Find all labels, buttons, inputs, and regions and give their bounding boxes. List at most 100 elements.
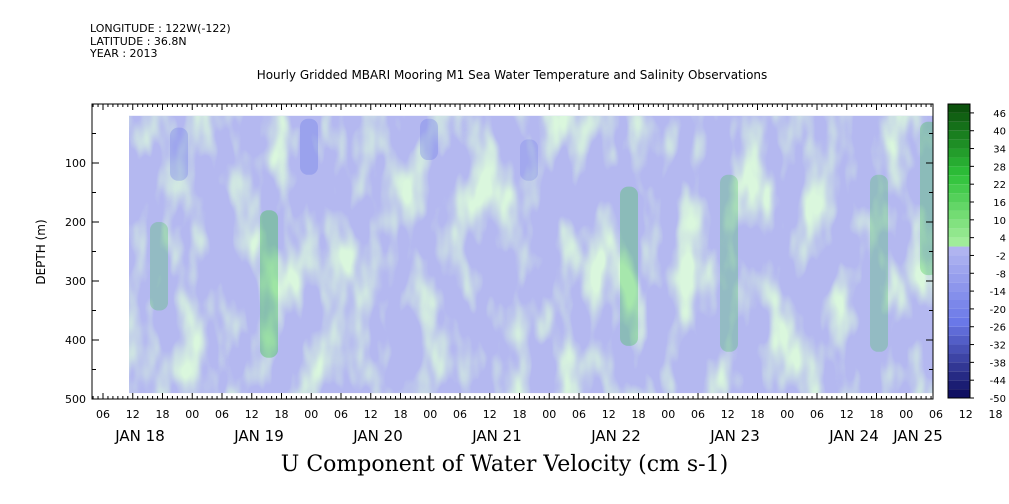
colorbar-segment [948, 264, 970, 274]
x-hour-labels: 06 12 18 00 06 12 18 00 06 12 18 00 06 12 18 00 06 12 18 00… [96, 408, 1003, 421]
colorbar-segment [948, 246, 970, 256]
x-hour-label: 06 [691, 408, 705, 421]
colorbar-label: 34 [993, 145, 1006, 156]
colorbar-segment [948, 166, 970, 176]
heatmap-band [150, 222, 168, 311]
y-tick-labels: 100 200 300 400 500 [65, 157, 86, 406]
colorbar-label: 46 [993, 109, 1006, 120]
x-hour-label: 12 [245, 408, 259, 421]
colorbar-segment [948, 148, 970, 158]
heatmap-field [129, 115, 933, 394]
colorbar-label: 40 [993, 127, 1006, 138]
x-hour-label: 18 [989, 408, 1003, 421]
x-day-label: JAN 25 [892, 427, 943, 445]
colorbar-label: -32 [990, 341, 1006, 352]
x-day-label: JAN 22 [590, 427, 641, 445]
heatmap-band [620, 186, 638, 346]
colorbar-segment [948, 139, 970, 149]
colorbar-segment [948, 335, 970, 345]
colorbar-segment [948, 300, 970, 309]
heatmap-band [170, 127, 188, 181]
axis-ticks [92, 103, 933, 400]
colorbar-segment [948, 193, 970, 202]
y-tick-label: 200 [65, 216, 86, 229]
x-hour-label: 12 [721, 408, 735, 421]
colorbar-segment [948, 228, 970, 238]
x-hour-label: 06 [215, 408, 229, 421]
colorbar-segment [948, 353, 970, 363]
colorbar-label: -8 [996, 269, 1006, 280]
colorbar-segment [948, 371, 970, 381]
colorbar-label: -2 [996, 251, 1006, 262]
colorbar-segment [948, 326, 970, 336]
x-day-label: JAN 19 [233, 427, 284, 445]
colorbar-label: -38 [990, 358, 1006, 369]
x-hour-label: 00 [185, 408, 199, 421]
x-hour-label: 12 [126, 408, 140, 421]
colorbar-label: -20 [990, 305, 1006, 316]
y-axis-label: DEPTH (m) [34, 219, 48, 284]
colorbar-frame [947, 103, 971, 399]
x-hour-label: 12 [959, 408, 973, 421]
colorbar-segment [948, 380, 970, 390]
colorbar-label: -14 [990, 287, 1006, 298]
x-day-labels: JAN 18 JAN 19 JAN 20 JAN 21 JAN 22 JAN 23 JAN … [114, 427, 943, 445]
colorbar-label: -50 [990, 394, 1006, 405]
x-hour-label: 06 [572, 408, 586, 421]
x-hour-label: 06 [96, 408, 110, 421]
x-hour-label: 12 [840, 408, 854, 421]
x-hour-label: 06 [453, 408, 467, 421]
x-hour-label: 00 [542, 408, 556, 421]
colorbar-label: 28 [993, 162, 1006, 173]
colorbar-segment [948, 362, 970, 372]
heatmap-band [420, 118, 438, 161]
x-day-label: JAN 24 [828, 427, 879, 445]
colorbar-segment [948, 255, 970, 265]
x-hour-label: 06 [334, 408, 348, 421]
y-tick-label: 400 [65, 334, 86, 347]
colorbar-segment [948, 219, 970, 229]
heatmap-band [300, 118, 318, 175]
x-hour-label: 06 [929, 408, 943, 421]
y-tick-label: 100 [65, 157, 86, 170]
x-day-label: JAN 23 [709, 427, 760, 445]
chart-title: Hourly Gridded MBARI Mooring M1 Sea Wate… [256, 68, 768, 82]
colorbar-segment [948, 202, 970, 211]
colorbar-label: -44 [990, 376, 1006, 387]
x-day-label: JAN 20 [352, 427, 403, 445]
heatmap-band [520, 139, 538, 181]
heatmap-band [870, 174, 888, 352]
heatmap-band [260, 210, 278, 358]
x-hour-label: 12 [602, 408, 616, 421]
colorbar-segment [948, 273, 970, 283]
x-hour-label: 18 [632, 408, 646, 421]
colorbar-segment [948, 121, 970, 131]
x-hour-label: 00 [899, 408, 913, 421]
colorbar-segment [948, 210, 970, 220]
colorbar-segment [948, 389, 970, 398]
colorbar-segment [948, 157, 970, 167]
colorbar-segment [948, 317, 970, 327]
colorbar-segment [948, 237, 970, 247]
y-tick-label: 500 [65, 393, 86, 406]
colorbar-segment [948, 282, 970, 292]
x-hour-label: 00 [304, 408, 318, 421]
colorbar-label: 16 [993, 198, 1006, 209]
colorbar-segment [948, 344, 970, 354]
colorbar-label: 10 [993, 216, 1006, 227]
x-hour-label: 00 [780, 408, 794, 421]
y-tick-label: 300 [65, 275, 86, 288]
year-label: YEAR : 2013 [90, 47, 158, 60]
x-hour-label: 18 [394, 408, 408, 421]
x-hour-label: 18 [870, 408, 884, 421]
latitude-label: LATITUDE : 36.8N [90, 34, 187, 48]
x-day-label: JAN 21 [471, 427, 522, 445]
colorbar-segment [948, 175, 970, 185]
colorbar-segment [948, 291, 970, 300]
x-hour-label: 00 [661, 408, 675, 421]
location-info: LONGITUDE : 122W(-122) LATITUDE : 36.8N … [90, 22, 231, 61]
x-hour-label: 12 [483, 408, 497, 421]
heatmap-positive-field [129, 115, 933, 394]
x-hour-label: 18 [751, 408, 765, 421]
colorbar: 46 40 34 28 22 16 10 4 -2 -8 -14 -20 -26 -32 -38 -44 -50 [947, 103, 1006, 405]
